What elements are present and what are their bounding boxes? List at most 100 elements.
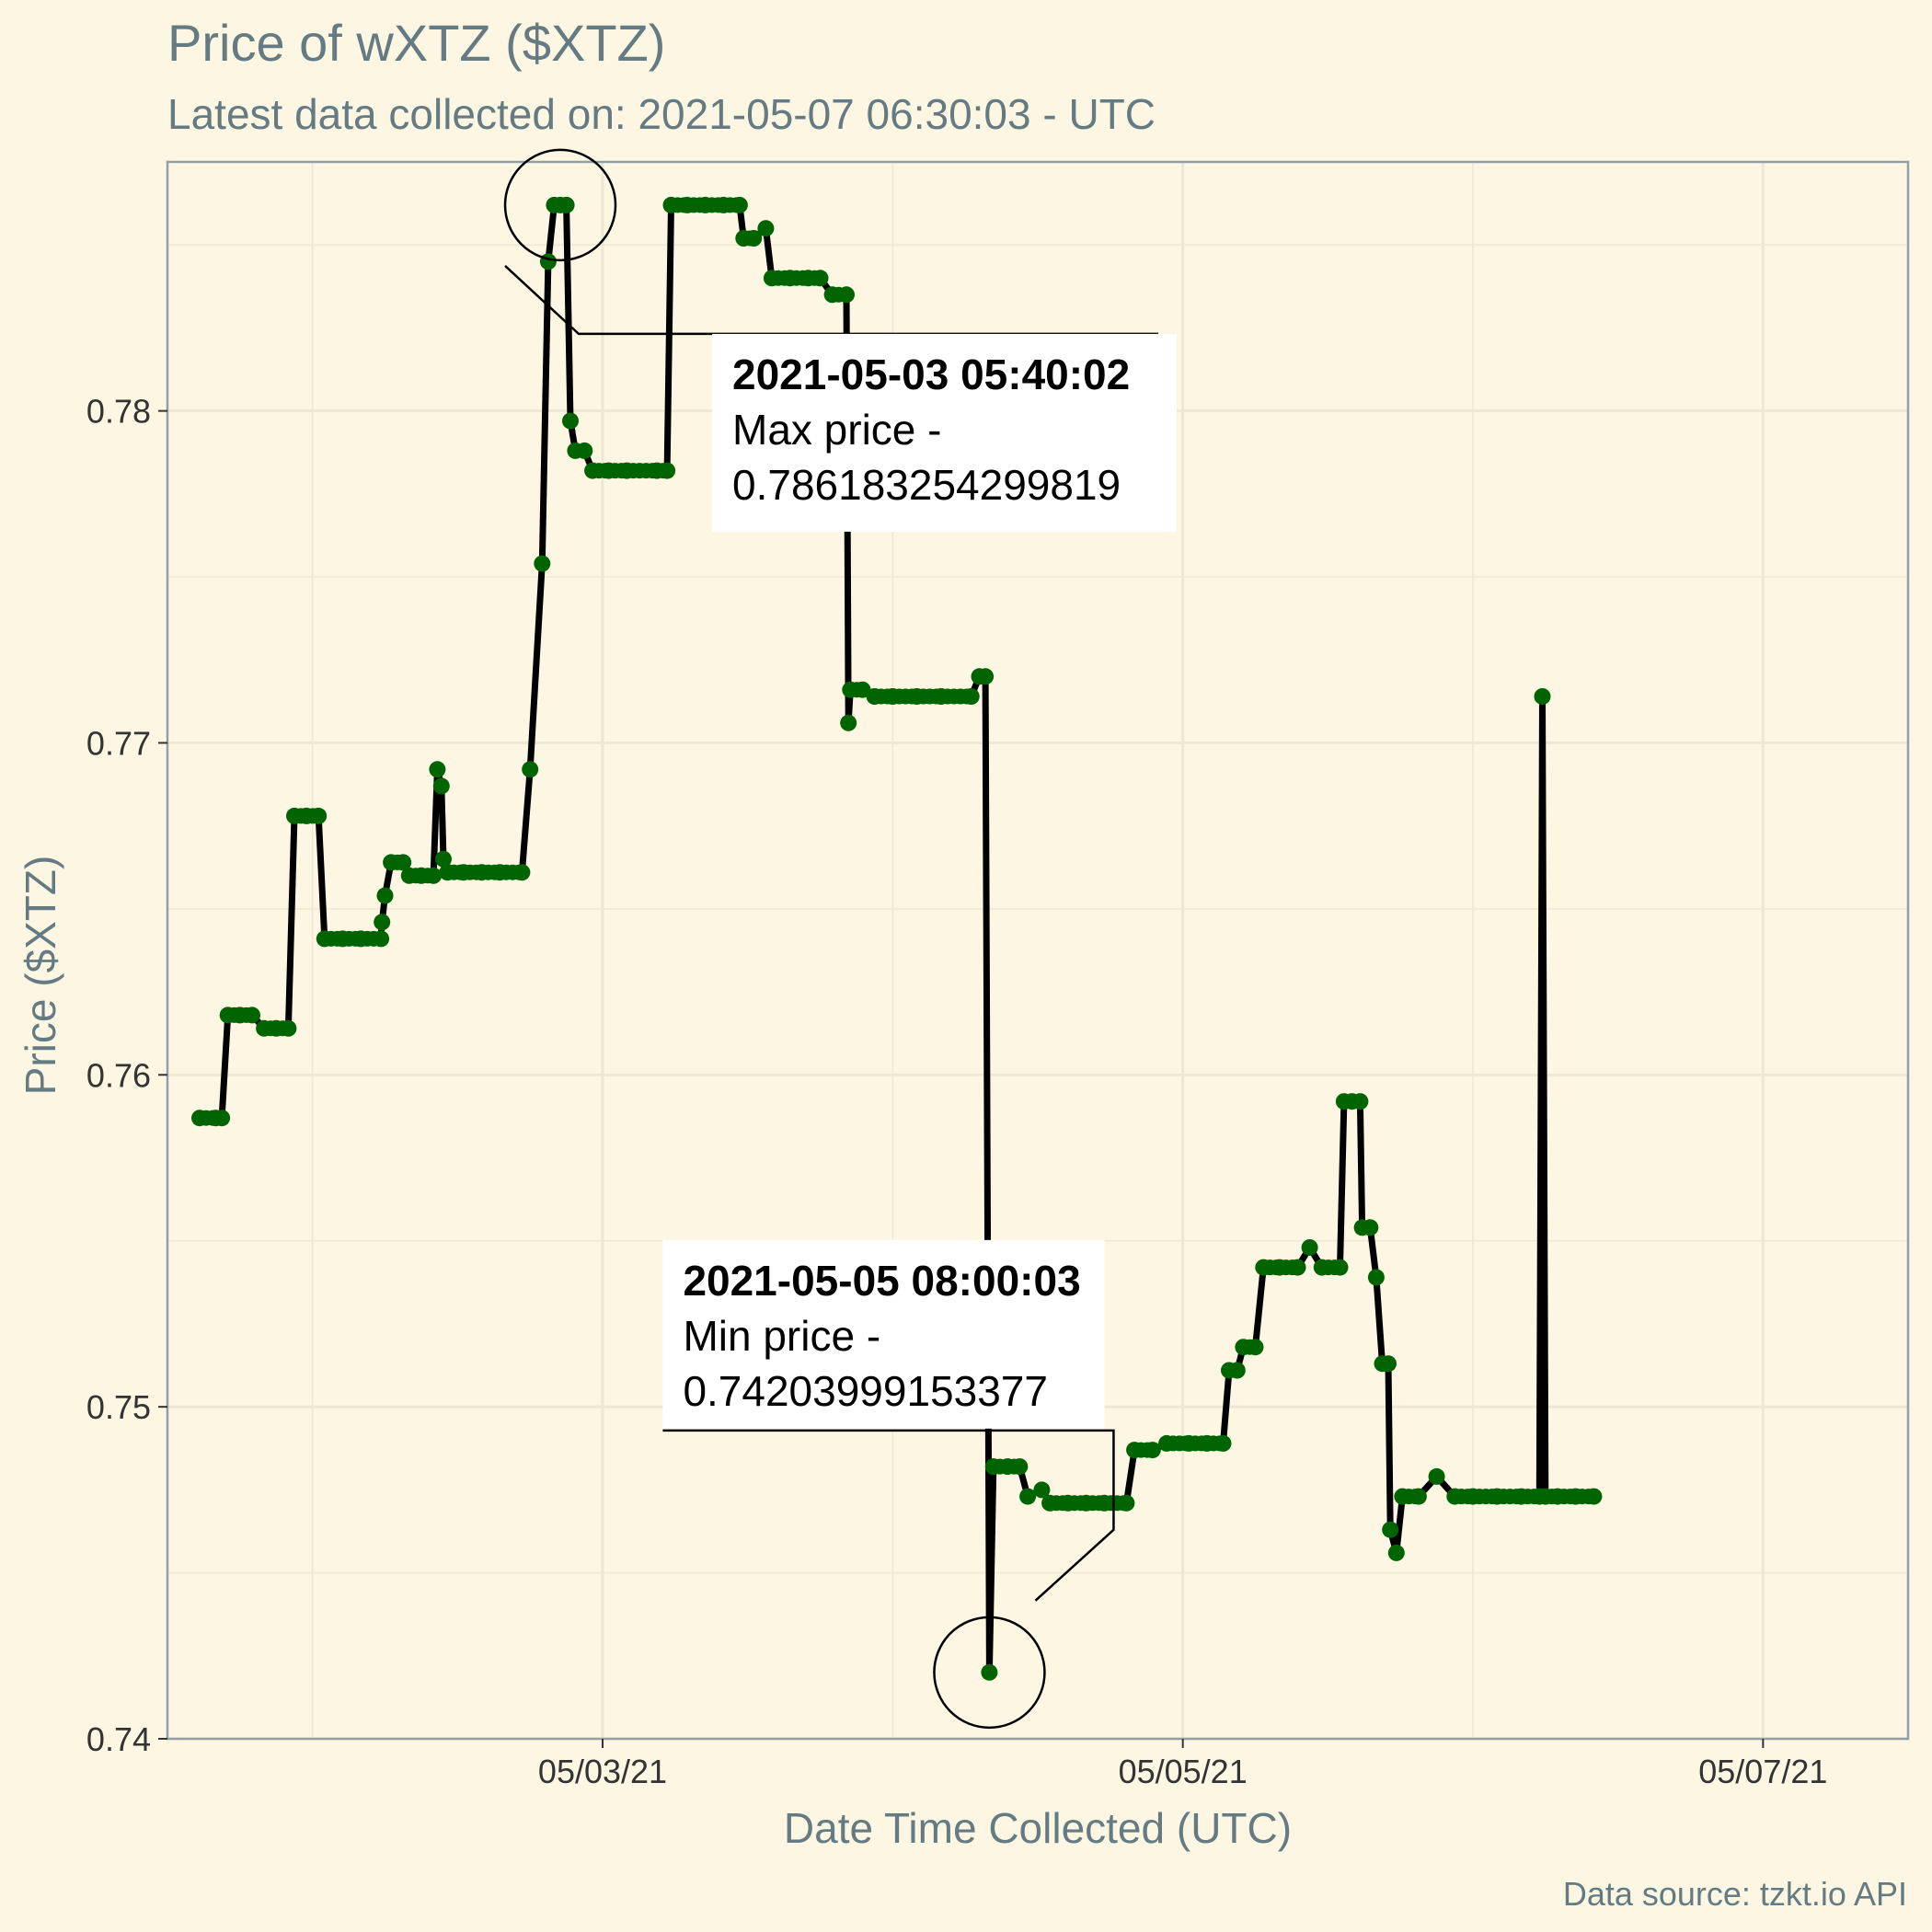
data-point — [715, 196, 732, 213]
data-point — [219, 1006, 236, 1024]
data-point — [662, 196, 680, 213]
data-point — [781, 270, 799, 287]
data-point — [374, 914, 391, 931]
data-point — [473, 864, 490, 881]
data-point — [1011, 1458, 1029, 1476]
data-point — [1380, 1355, 1397, 1373]
annotation-date: 2021-05-05 08:00:03 — [683, 1257, 1080, 1305]
data-point — [1549, 1488, 1566, 1505]
data-point — [757, 220, 775, 237]
data-point — [376, 887, 394, 904]
data-point — [1446, 1488, 1464, 1505]
data-point — [1158, 1434, 1176, 1452]
data-point — [286, 807, 303, 824]
annotation-label: Max price - — [732, 406, 941, 454]
data-point — [1489, 1488, 1506, 1505]
data-point — [432, 777, 450, 795]
data-point — [884, 688, 902, 705]
data-point — [1180, 1434, 1198, 1452]
data-point — [1409, 1488, 1427, 1505]
y-tick-label: 0.78 — [86, 393, 151, 431]
data-point — [298, 807, 316, 824]
y-tick-label: 0.75 — [86, 1388, 151, 1426]
annotation: 2021-05-05 08:00:03 Min price - 0.74203999… — [662, 1239, 1115, 1730]
data-point — [679, 196, 696, 213]
annotation-leader — [504, 264, 1159, 336]
data-point — [539, 253, 557, 270]
y-axis-title: Price ($XTZ) — [17, 856, 64, 1096]
data-point — [1198, 1434, 1215, 1452]
data-point — [1351, 1093, 1369, 1110]
data-point — [1126, 1442, 1144, 1459]
data-point — [999, 1458, 1017, 1476]
data-point — [659, 462, 676, 479]
data-point — [316, 930, 333, 948]
data-point — [763, 270, 780, 287]
data-point — [244, 1006, 260, 1024]
data-point — [842, 681, 859, 698]
data-point — [562, 412, 579, 430]
data-point — [268, 1019, 285, 1037]
data-point — [838, 286, 855, 304]
data-point — [962, 688, 980, 705]
data-point — [534, 555, 551, 572]
y-tick-label: 0.74 — [86, 1720, 151, 1758]
plot-frame — [166, 160, 1910, 1741]
data-point — [1382, 1521, 1399, 1538]
data-point — [1534, 688, 1551, 705]
data-point — [1041, 1494, 1059, 1512]
data-point — [984, 1458, 1002, 1476]
data-point — [1118, 1494, 1135, 1512]
data-point — [256, 1019, 273, 1037]
data-layer — [191, 196, 1603, 1681]
annotation-leader — [662, 1429, 1115, 1602]
data-point — [373, 930, 390, 948]
x-tick-label: 05/07/21 — [1698, 1753, 1827, 1790]
data-point — [854, 681, 871, 698]
annotation-box — [712, 333, 1178, 532]
data-point — [1567, 1488, 1584, 1505]
x-tick-label: 05/05/21 — [1119, 1753, 1248, 1790]
data-point — [435, 850, 452, 868]
data-point — [1301, 1239, 1318, 1256]
data-point — [334, 930, 351, 948]
annotation: 2021-05-03 05:40:02 Max price - 0.78618325… — [503, 148, 1178, 532]
data-point — [310, 807, 328, 824]
data-point — [1214, 1434, 1232, 1452]
annotation-value: 0.74203999153377 — [683, 1367, 1048, 1415]
data-point — [1019, 1488, 1037, 1505]
data-point — [439, 864, 456, 881]
data-point — [1059, 1494, 1076, 1512]
data-point — [799, 270, 817, 287]
data-point — [558, 196, 575, 213]
data-point — [600, 462, 617, 479]
data-point — [908, 688, 926, 705]
data-point — [454, 864, 472, 881]
data-point — [866, 688, 883, 705]
data-point — [932, 688, 949, 705]
chart-caption: Data source: tzkt.io API — [1563, 1875, 1907, 1913]
data-point — [1271, 1259, 1288, 1276]
data-point — [576, 442, 593, 459]
data-point — [1585, 1488, 1603, 1505]
data-point — [1367, 1269, 1385, 1286]
data-point — [1255, 1259, 1272, 1276]
data-point — [522, 761, 539, 778]
data-point — [840, 714, 857, 731]
x-tick-label: 05/03/21 — [538, 1753, 667, 1790]
chart-subtitle: Latest data collected on: 2021-05-07 06:… — [167, 90, 1156, 138]
data-point — [1331, 1259, 1349, 1276]
data-point — [584, 462, 602, 479]
annotation-circle — [933, 1616, 1046, 1730]
data-point — [1247, 1339, 1264, 1356]
data-point — [513, 864, 531, 881]
data-point — [1144, 1442, 1161, 1459]
data-point — [1428, 1467, 1445, 1485]
data-point — [231, 1006, 248, 1024]
x-axis-title: Date Time Collected (UTC) — [784, 1804, 1292, 1852]
y-tick-label: 0.77 — [86, 724, 151, 762]
data-point — [981, 1663, 998, 1681]
data-point — [823, 286, 841, 304]
data-point — [213, 1110, 231, 1127]
